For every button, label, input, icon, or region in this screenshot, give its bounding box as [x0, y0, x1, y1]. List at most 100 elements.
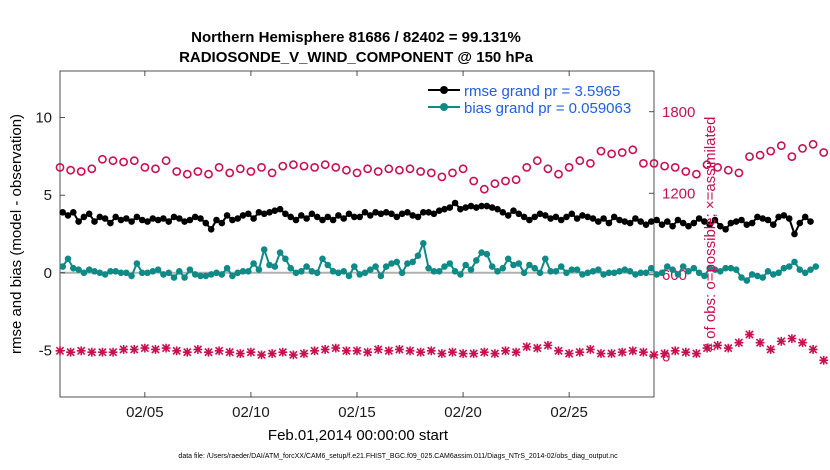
left-tick-label: 5 — [44, 187, 52, 204]
bias-point — [478, 249, 485, 256]
bias-point — [398, 269, 406, 277]
bias-point — [441, 263, 448, 270]
bias-point — [642, 269, 650, 277]
bias-point — [186, 266, 194, 274]
bias-point — [605, 269, 613, 277]
rmse-point — [600, 215, 607, 222]
rmse-point — [770, 221, 777, 228]
bias-point — [573, 266, 581, 274]
possible-obs-marker — [352, 168, 362, 178]
bias-point — [149, 268, 157, 275]
bias-point — [393, 258, 401, 266]
bias-point — [329, 268, 337, 275]
bias-point — [223, 264, 231, 272]
legend-rmse-marker — [440, 86, 448, 94]
rmse-point — [504, 212, 512, 219]
possible-obs-marker — [596, 146, 606, 156]
bias-point — [717, 268, 724, 275]
legend: rmse grand pr = 3.5965 bias grand pr = 0… — [428, 83, 631, 117]
bias-point — [324, 261, 332, 269]
right-tick-label: 1800 — [662, 104, 695, 121]
rmse-point — [642, 221, 650, 228]
possible-obs-marker — [479, 184, 489, 194]
rmse-point — [637, 218, 644, 225]
bias-point — [239, 268, 247, 275]
bias-point — [282, 255, 289, 263]
rmse-point — [690, 219, 698, 227]
assimilated-obs-marker — [501, 346, 510, 356]
bias-point — [181, 274, 188, 281]
bias-point — [303, 263, 310, 270]
rmse-point — [738, 216, 745, 224]
bias-point — [701, 272, 708, 280]
bias-point — [732, 266, 740, 274]
bias-point — [382, 263, 390, 270]
rmse-point — [70, 209, 77, 216]
rmse-point — [340, 215, 348, 222]
rmse-point — [80, 213, 88, 221]
rmse-point — [732, 218, 740, 225]
rmse-point — [457, 205, 464, 213]
bias-point — [754, 272, 761, 280]
rmse-point — [393, 213, 401, 221]
chart-title-line-1: Northern Hemisphere 81686 / 82402 = 99.1… — [191, 29, 521, 46]
possible-obs-marker — [586, 158, 595, 168]
possible-obs-marker — [363, 164, 372, 174]
bias-point — [107, 268, 114, 275]
bias-point — [748, 271, 756, 278]
rmse-point — [181, 218, 188, 225]
rmse-point — [117, 216, 125, 224]
rmse-point — [462, 204, 470, 211]
bias-point — [101, 271, 109, 278]
left-axis-ticks: -5 0 5 10 — [35, 110, 65, 359]
rmse-point — [653, 216, 660, 224]
rmse-point — [658, 221, 666, 228]
bias-point — [785, 263, 793, 270]
rmse-point — [64, 212, 72, 219]
rmse-point — [324, 213, 332, 221]
bias-point — [457, 271, 464, 278]
bias-point — [653, 271, 660, 278]
left-tick-label: -5 — [39, 342, 52, 359]
chart-title-line-2: RADIOSONDE_V_WIND_COMPONENT @ 150 hPa — [179, 49, 534, 66]
bias-point — [213, 269, 220, 277]
possible-obs-marker — [204, 169, 213, 179]
bias-point — [229, 272, 236, 280]
bias-point — [589, 268, 597, 275]
assimilated-obs-marker — [469, 349, 479, 358]
rmse-point — [329, 216, 337, 224]
x-axis-ticks: 02/05 02/10 02/15 02/20 02/25 — [126, 71, 588, 421]
rmse-point — [356, 213, 364, 221]
bias-point — [218, 271, 226, 278]
possible-obs-marker — [384, 164, 394, 174]
x-tick-label: 02/10 — [232, 404, 270, 421]
possible-obs-marker — [755, 150, 765, 160]
rmse-point — [351, 213, 358, 221]
rmse-point — [75, 218, 82, 225]
possible-obs-marker — [76, 167, 86, 176]
assimilated-obs-marker — [140, 343, 150, 353]
possible-obs-marker — [66, 165, 75, 175]
rmse-point — [255, 209, 263, 216]
possible-obs-marker — [702, 160, 712, 170]
bias-point — [595, 266, 602, 274]
left-tick-label: 10 — [35, 110, 52, 127]
bias-point — [191, 271, 199, 278]
rmse-point — [282, 210, 289, 218]
rmse-point — [478, 202, 485, 210]
assimilated-obs-marker — [479, 347, 489, 357]
bias-point — [123, 269, 130, 277]
bias-point — [637, 269, 644, 277]
rmse-point — [711, 216, 719, 224]
possible-obs-marker — [617, 148, 627, 157]
bias-point — [722, 264, 729, 272]
assimilated-obs-marker — [819, 355, 829, 365]
assimilated-obs-marker — [766, 345, 776, 354]
assimilated-obs-marker — [458, 349, 468, 358]
possible-obs-marker — [373, 167, 383, 176]
assimilated-obs-marker — [532, 343, 542, 353]
possible-obs-marker — [267, 168, 277, 178]
bias-point — [112, 268, 119, 275]
bias-point — [674, 271, 682, 278]
